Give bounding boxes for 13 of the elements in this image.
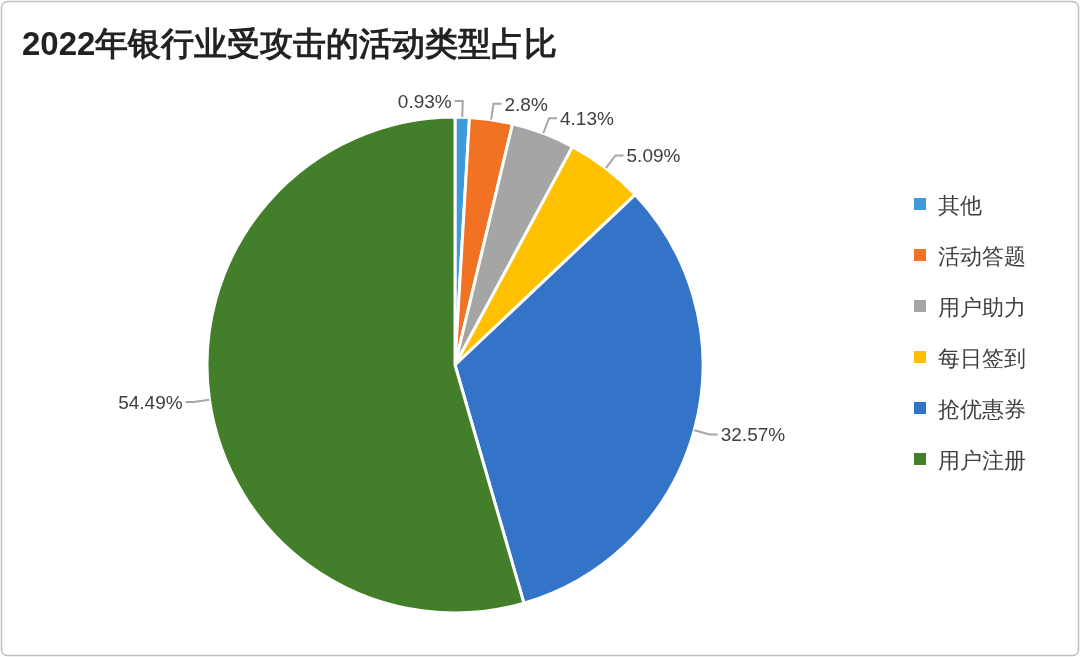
- data-label: 54.49%: [118, 392, 183, 414]
- data-label: 2.8%: [504, 93, 548, 115]
- data-label: 32.57%: [720, 424, 786, 446]
- legend-label: 每日签到: [938, 346, 1026, 371]
- legend-label: 活动答题: [938, 244, 1026, 269]
- legend-label: 用户注册: [938, 448, 1026, 473]
- data-label: 4.13%: [560, 108, 614, 130]
- chart-title: 2022年银行业受攻击的活动类型占比: [22, 25, 558, 62]
- legend-label: 用户助力: [938, 295, 1026, 320]
- legend-label: 其他: [938, 193, 982, 218]
- data-label: 5.09%: [626, 145, 681, 167]
- legend-label: 抢优惠券: [938, 397, 1026, 422]
- data-label: 0.93%: [397, 91, 452, 113]
